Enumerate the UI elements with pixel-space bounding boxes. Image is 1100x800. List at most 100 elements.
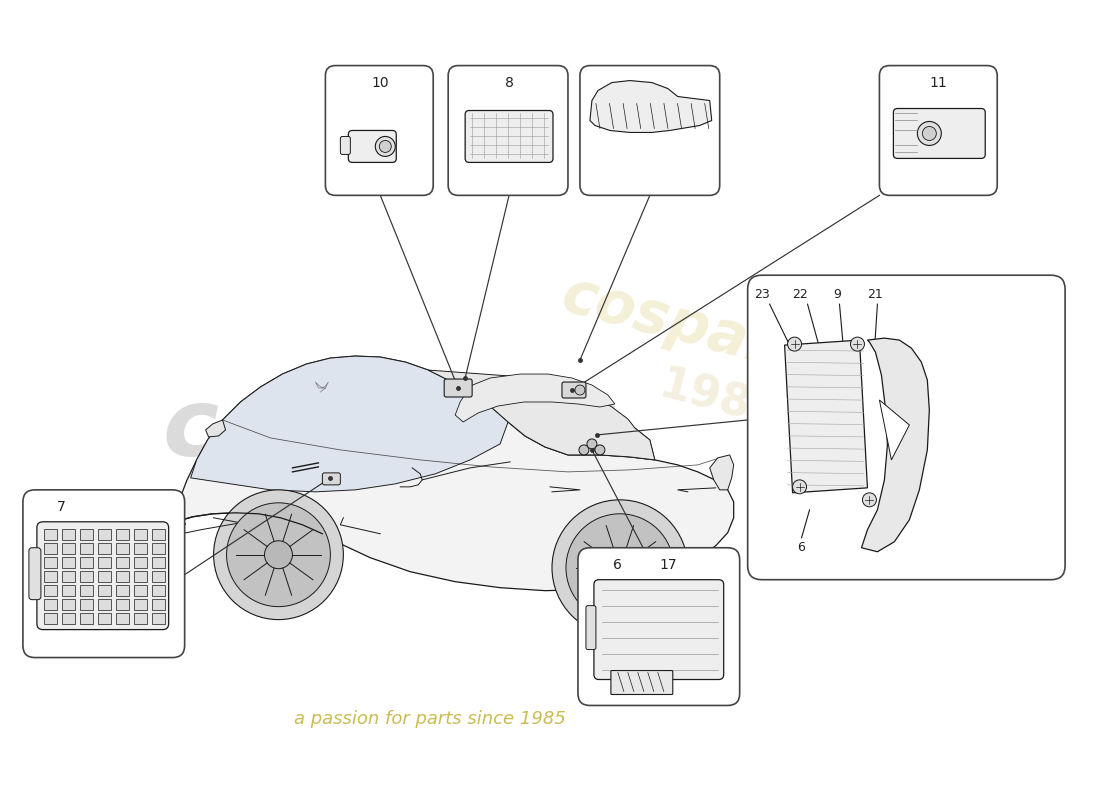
Polygon shape — [428, 370, 654, 460]
FancyBboxPatch shape — [134, 599, 147, 610]
FancyBboxPatch shape — [340, 137, 350, 154]
FancyBboxPatch shape — [578, 548, 739, 706]
FancyBboxPatch shape — [610, 670, 673, 694]
FancyBboxPatch shape — [63, 558, 75, 568]
FancyBboxPatch shape — [44, 558, 57, 568]
FancyBboxPatch shape — [117, 613, 129, 624]
FancyBboxPatch shape — [63, 543, 75, 554]
FancyBboxPatch shape — [37, 522, 168, 630]
Polygon shape — [590, 81, 712, 133]
Text: a passion for parts since 1985: a passion for parts since 1985 — [295, 710, 566, 729]
Polygon shape — [455, 374, 615, 422]
Circle shape — [595, 445, 605, 455]
Circle shape — [793, 480, 806, 494]
FancyBboxPatch shape — [80, 613, 94, 624]
Circle shape — [788, 337, 802, 351]
FancyBboxPatch shape — [117, 599, 129, 610]
FancyBboxPatch shape — [117, 585, 129, 596]
Circle shape — [862, 493, 877, 507]
FancyBboxPatch shape — [117, 543, 129, 554]
FancyBboxPatch shape — [98, 530, 111, 540]
Text: 11: 11 — [930, 75, 947, 90]
FancyBboxPatch shape — [562, 382, 586, 398]
Circle shape — [923, 126, 936, 141]
Polygon shape — [710, 455, 734, 490]
FancyBboxPatch shape — [117, 571, 129, 582]
FancyBboxPatch shape — [134, 585, 147, 596]
FancyBboxPatch shape — [63, 530, 75, 540]
Polygon shape — [153, 356, 734, 590]
FancyBboxPatch shape — [98, 613, 111, 624]
Circle shape — [606, 554, 634, 582]
Circle shape — [552, 500, 688, 635]
FancyBboxPatch shape — [44, 599, 57, 610]
FancyBboxPatch shape — [152, 530, 165, 540]
FancyBboxPatch shape — [80, 585, 94, 596]
FancyBboxPatch shape — [98, 571, 111, 582]
FancyBboxPatch shape — [117, 558, 129, 568]
FancyBboxPatch shape — [879, 66, 998, 195]
FancyBboxPatch shape — [448, 66, 568, 195]
Circle shape — [213, 490, 343, 620]
Polygon shape — [153, 518, 186, 540]
Circle shape — [379, 141, 392, 153]
FancyBboxPatch shape — [44, 530, 57, 540]
Circle shape — [375, 137, 395, 157]
FancyBboxPatch shape — [80, 558, 94, 568]
Text: 21: 21 — [868, 288, 883, 301]
FancyBboxPatch shape — [152, 571, 165, 582]
Text: 10: 10 — [372, 75, 389, 90]
FancyBboxPatch shape — [44, 543, 57, 554]
FancyBboxPatch shape — [594, 580, 724, 679]
FancyBboxPatch shape — [893, 109, 986, 158]
Text: 23: 23 — [754, 288, 770, 301]
FancyBboxPatch shape — [98, 585, 111, 596]
FancyBboxPatch shape — [80, 530, 94, 540]
FancyBboxPatch shape — [152, 558, 165, 568]
Circle shape — [917, 122, 942, 146]
Polygon shape — [879, 400, 910, 460]
FancyBboxPatch shape — [349, 130, 396, 162]
FancyBboxPatch shape — [465, 110, 553, 162]
FancyBboxPatch shape — [134, 613, 147, 624]
FancyBboxPatch shape — [152, 599, 165, 610]
Circle shape — [587, 439, 597, 449]
FancyBboxPatch shape — [117, 530, 129, 540]
Circle shape — [575, 385, 585, 395]
FancyBboxPatch shape — [326, 66, 433, 195]
FancyBboxPatch shape — [152, 543, 165, 554]
FancyBboxPatch shape — [63, 613, 75, 624]
Text: cosparts: cosparts — [557, 266, 844, 394]
FancyBboxPatch shape — [98, 599, 111, 610]
FancyBboxPatch shape — [63, 571, 75, 582]
Text: 7: 7 — [56, 500, 65, 514]
FancyBboxPatch shape — [134, 558, 147, 568]
FancyBboxPatch shape — [152, 585, 165, 596]
Text: 6: 6 — [614, 558, 623, 572]
Text: 1985: 1985 — [654, 363, 785, 437]
FancyBboxPatch shape — [98, 543, 111, 554]
Polygon shape — [206, 420, 225, 437]
FancyBboxPatch shape — [580, 66, 719, 195]
FancyBboxPatch shape — [80, 543, 94, 554]
Circle shape — [566, 514, 674, 622]
FancyBboxPatch shape — [44, 571, 57, 582]
Text: cosparts: cosparts — [162, 384, 618, 476]
Text: 17: 17 — [659, 558, 676, 572]
Polygon shape — [508, 406, 654, 460]
Text: 8: 8 — [505, 75, 514, 90]
FancyBboxPatch shape — [23, 490, 185, 658]
FancyBboxPatch shape — [444, 379, 472, 397]
Polygon shape — [861, 338, 930, 552]
FancyBboxPatch shape — [63, 599, 75, 610]
Circle shape — [850, 337, 865, 351]
FancyBboxPatch shape — [80, 571, 94, 582]
Text: 9: 9 — [834, 288, 842, 301]
FancyBboxPatch shape — [322, 473, 340, 485]
Circle shape — [579, 445, 588, 455]
FancyBboxPatch shape — [134, 530, 147, 540]
FancyBboxPatch shape — [748, 275, 1065, 580]
Text: 6: 6 — [798, 542, 805, 554]
FancyBboxPatch shape — [80, 599, 94, 610]
FancyBboxPatch shape — [586, 606, 596, 650]
